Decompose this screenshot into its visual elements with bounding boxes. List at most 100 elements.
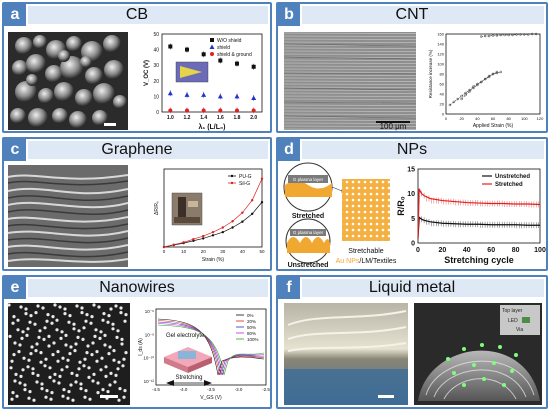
chart-d-ytick: 10 xyxy=(407,191,415,198)
chart-e-ytick: 10⁻¹² xyxy=(144,379,155,384)
chart-c-xtick: 50 xyxy=(259,249,265,254)
nanowire-dot xyxy=(56,350,60,354)
nanowire-dot xyxy=(74,380,78,384)
chart-c-ylabel: ΔR/R₀ xyxy=(154,201,160,215)
chart-e-xtick: -4.5 xyxy=(152,387,160,392)
chart-b-point xyxy=(519,33,522,36)
nanowire-dot xyxy=(64,343,68,347)
chart-a-ylabel: V_OC (V) xyxy=(144,60,150,86)
chart-a-legend-label: shield xyxy=(217,45,230,51)
chart-b-point xyxy=(448,103,452,107)
panel-e: e Nanowires -4.5 -4.0 -3.5 -3.0 -2.5 10⁻⁶ 10⁻⁸… xyxy=(2,275,272,409)
schematic-top-layer-label: G plasma layer xyxy=(293,177,324,182)
panel-f: f Liquid metal xyxy=(276,275,548,409)
chart-a-point xyxy=(235,108,239,113)
nanowire-dot xyxy=(120,342,124,346)
nanowire-dot xyxy=(47,344,51,348)
chart-b-point xyxy=(491,34,495,37)
chart-b-point xyxy=(468,88,471,92)
chart-b-point xyxy=(491,72,495,76)
chart-e-xtick: -2.5 xyxy=(262,387,270,392)
nanowire-dot xyxy=(52,379,56,383)
chart-b-xtick: 100 xyxy=(521,116,528,121)
schematic-caption-rest: /LM/Textiles xyxy=(359,258,396,265)
chart-c-point xyxy=(221,226,224,229)
chart-b-series-line xyxy=(461,71,501,100)
chart-b-point xyxy=(452,100,456,104)
chart-c-legend-label: Sil-G xyxy=(239,181,250,187)
nanowire-dot xyxy=(95,359,99,363)
chart-a-point xyxy=(251,64,256,69)
nanowire-dot xyxy=(99,368,103,372)
chart-b-point xyxy=(464,93,467,97)
chart-b-ytick: 0 xyxy=(442,112,445,117)
nanowire-dot xyxy=(108,383,112,387)
schematic-unstretched: G plasma layer Unstretched xyxy=(285,218,331,269)
chart-c-point xyxy=(211,230,215,234)
chart-b-xlabel: Applied Strain (%) xyxy=(473,123,514,129)
nanowire-dot xyxy=(19,305,23,309)
nanowire-dot xyxy=(118,387,122,391)
nanowire-dot xyxy=(53,372,57,376)
panel-b-title: CNT xyxy=(395,6,429,23)
nanowire-dot xyxy=(14,372,18,376)
panel-d-figure: G plasma layer Stretched G plasma layer … xyxy=(283,162,546,269)
graphene-shadows xyxy=(7,180,129,258)
chart-a-point xyxy=(185,47,189,52)
chart-c-legend-label: PU-G xyxy=(239,174,252,180)
chart-e: -4.5 -4.0 -3.5 -3.0 -2.5 10⁻⁶ 10⁻⁸ 10⁻¹⁰ 10⁻¹² V_… xyxy=(138,308,270,401)
nanowire-dot xyxy=(10,359,14,363)
nanowire-dot xyxy=(28,320,32,324)
panel-c-title: Graphene xyxy=(101,141,173,158)
nanowire-dot xyxy=(44,357,48,361)
led-inset-led-label: LED xyxy=(508,318,518,324)
chart-a-ytick: 20 xyxy=(153,79,159,85)
nanowire-dot xyxy=(29,352,33,356)
nanowire-dot xyxy=(75,304,79,308)
nanowire-dot xyxy=(10,397,14,401)
chart-a-legend-marker xyxy=(210,52,214,56)
nanowire-dot xyxy=(83,357,87,361)
nanowire-dot xyxy=(24,307,28,311)
nanowire-dot xyxy=(123,389,127,393)
nanowire-dot xyxy=(42,337,46,341)
chart-a-point xyxy=(234,93,240,99)
nanowire-dot xyxy=(68,314,72,318)
nanowire-dot xyxy=(123,319,127,323)
nanowire-dot xyxy=(104,374,108,378)
nanowire-dot xyxy=(23,383,27,387)
transistor-inset: Gel electrolyte Stretching xyxy=(164,333,212,386)
chart-b-xtick: 0 xyxy=(445,116,448,121)
nanowire-dot xyxy=(11,391,15,395)
nanowire-dot xyxy=(24,312,28,316)
chart-b-ylabel: Resistance increase (%) xyxy=(428,49,433,98)
cb-particles xyxy=(10,35,127,129)
nanowire-dot xyxy=(49,397,53,401)
nanowire-dot xyxy=(21,330,25,334)
fabric-folds xyxy=(287,310,407,352)
nanowire-dot xyxy=(60,330,64,334)
graphene-inset-photo xyxy=(171,192,203,226)
cb-scale-bar xyxy=(104,123,116,126)
chart-d-xtick: 40 xyxy=(463,247,471,254)
nanowire-dot xyxy=(116,367,120,371)
chart-a-point xyxy=(185,108,189,113)
nanowire-dot xyxy=(36,373,40,377)
nanowire-dot xyxy=(31,367,35,371)
chart-c-xtick: 20 xyxy=(201,249,207,254)
nanowire-dot xyxy=(66,358,70,362)
chart-b-ytick: 40 xyxy=(440,92,445,97)
chart-e-ytick: 10⁻¹⁰ xyxy=(143,356,154,361)
chart-a-point xyxy=(168,108,173,113)
nanowire-dot xyxy=(43,364,47,368)
panel-f-title-bar xyxy=(302,279,544,297)
nanowire-dot xyxy=(23,388,27,392)
nanowire-dot xyxy=(103,343,107,347)
chart-e-series-line xyxy=(157,320,265,376)
led-inset-via-label: Via xyxy=(516,327,523,333)
nanowire-dot xyxy=(124,351,128,355)
nanowire-dot xyxy=(57,381,61,385)
nanowire-dot xyxy=(17,350,21,354)
led-stripes xyxy=(425,360,535,400)
schematic-caption-line1: Stretchable xyxy=(348,248,384,255)
